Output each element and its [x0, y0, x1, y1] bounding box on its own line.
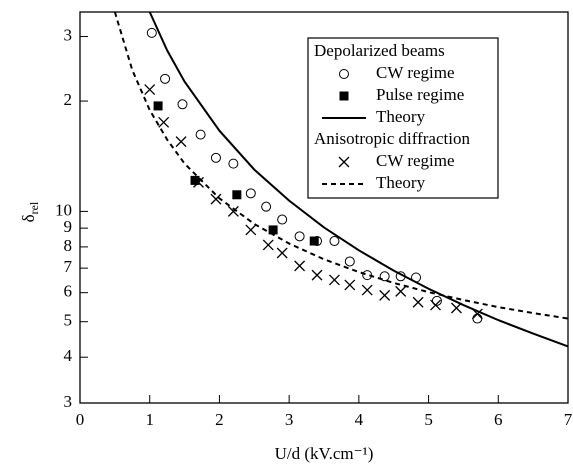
y-tick-label: 10 — [55, 200, 72, 219]
x-tick-label: 1 — [145, 410, 154, 429]
y-label-main: δ — [19, 214, 38, 222]
x-marker — [361, 284, 373, 296]
x-marker — [338, 156, 350, 168]
x-tick-label: 0 — [76, 410, 85, 429]
circle-marker — [146, 27, 157, 38]
square-marker — [232, 190, 242, 200]
x-marker — [227, 205, 239, 217]
x-marker — [430, 299, 442, 311]
x-marker — [344, 279, 356, 291]
x-marker — [412, 296, 424, 308]
legend-label: Theory — [376, 107, 426, 126]
legend-label: CW regime — [376, 63, 455, 82]
y-tick-label: 3 — [64, 25, 73, 44]
circle-marker — [294, 231, 305, 242]
circle-marker — [210, 152, 221, 163]
circle-marker — [329, 236, 340, 247]
y-tick-label: 6 — [64, 282, 73, 301]
x-axis-label: U/d (kV.cm⁻¹) — [275, 444, 374, 463]
square-marker — [339, 91, 349, 101]
square-marker — [268, 225, 278, 235]
x-tick-label: 4 — [355, 410, 364, 429]
square-marker — [153, 101, 163, 111]
legend-label: Pulse regime — [376, 85, 464, 104]
y-tick-label: 2 — [64, 90, 73, 109]
x-marker — [379, 289, 391, 301]
x-marker — [450, 302, 462, 314]
y-axis-label: δrel — [19, 201, 41, 222]
x-marker — [193, 176, 204, 188]
circle-marker — [261, 201, 272, 212]
circle-marker — [277, 214, 288, 225]
theory-curve — [148, 12, 568, 348]
x-marker — [311, 269, 323, 281]
circle-marker — [245, 188, 256, 199]
x-tick-label: 5 — [424, 410, 433, 429]
legend-label: Theory — [376, 173, 426, 192]
legend-label: CW regime — [376, 151, 455, 170]
y-tick-label: 9 — [64, 217, 73, 236]
x-tick-label: 7 — [564, 410, 573, 429]
plot-area — [113, 12, 568, 348]
x-marker — [294, 260, 306, 272]
square-marker — [190, 175, 200, 185]
y-tick-label: 5 — [64, 311, 73, 330]
legend-title: Depolarized beams — [314, 41, 445, 60]
x-marker — [210, 193, 222, 205]
circle-marker — [344, 256, 355, 267]
circle-marker — [472, 313, 483, 324]
circle-marker — [431, 295, 442, 306]
y-tick-label: 3 — [64, 392, 73, 411]
x-tick-label: 6 — [494, 410, 503, 429]
circle-marker — [195, 129, 206, 140]
circle-marker — [177, 99, 188, 110]
x-marker — [175, 136, 187, 148]
y-tick-label: 4 — [64, 346, 73, 365]
x-marker — [276, 247, 288, 259]
plot-frame — [79, 11, 569, 404]
y-tick-label: 7 — [64, 257, 73, 276]
x-marker — [471, 308, 483, 320]
circle-marker — [160, 73, 171, 84]
legend-title: Anisotropic diffraction — [314, 129, 470, 148]
x-tick-label: 3 — [285, 410, 294, 429]
y-tick-label: 8 — [64, 236, 73, 255]
theory-curve — [113, 12, 568, 320]
x-marker — [328, 274, 340, 286]
legend: Depolarized beams CW regime Pulse regime Th… — [307, 37, 499, 199]
circle-marker — [228, 158, 239, 169]
x-marker — [158, 116, 170, 128]
x-marker — [144, 84, 156, 96]
circle-marker — [339, 69, 349, 79]
y-label-sub: rel — [27, 201, 41, 214]
x-tick-label: 2 — [215, 410, 224, 429]
x-marker — [395, 285, 407, 297]
square-marker — [309, 236, 319, 246]
x-marker — [262, 239, 274, 251]
x-marker — [245, 224, 257, 236]
